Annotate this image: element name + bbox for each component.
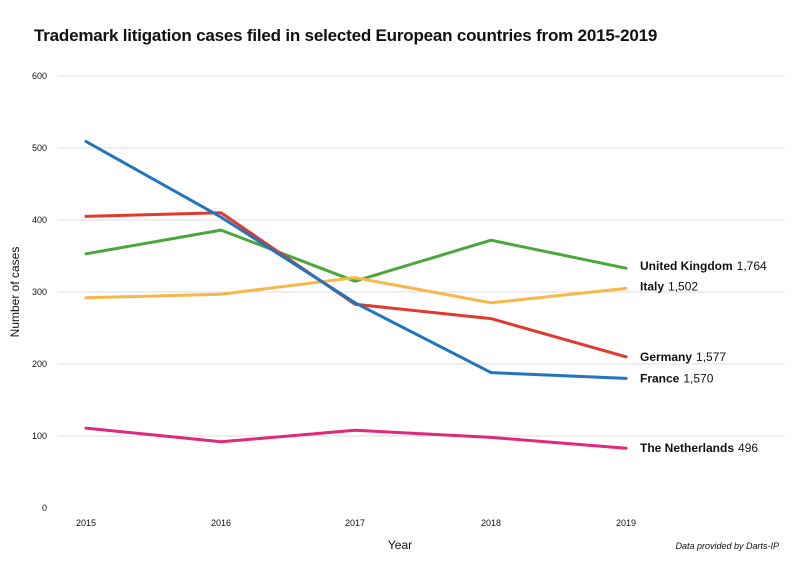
series-total: 1,502 <box>668 279 698 293</box>
y-tick-label: 100 <box>32 431 47 441</box>
y-tick-label: 300 <box>32 287 47 297</box>
series-end-labels: United Kingdom 1,764 Italy 1,502 Germany 1,57… <box>640 259 767 455</box>
y-tick-label: 600 <box>32 71 47 81</box>
y-tick-label: 500 <box>32 143 47 153</box>
y-axis-ticks: 0 100 200 300 400 500 600 <box>32 71 47 513</box>
point-the-netherlands-2015 <box>84 426 88 430</box>
series-name: Italy <box>640 279 664 293</box>
series-total: 1,577 <box>696 350 726 364</box>
series-line-the-netherlands <box>84 426 628 450</box>
point-united-kingdom-2018 <box>489 239 493 242</box>
x-tick-label: 2018 <box>481 518 501 528</box>
point-united-kingdom-2019 <box>624 267 628 270</box>
point-italy-2015 <box>84 296 88 299</box>
point-italy-2019 <box>624 287 628 290</box>
series-name: The Netherlands <box>640 441 734 455</box>
y-axis-label: Number of cases <box>8 247 22 338</box>
x-tick-label: 2015 <box>76 518 96 528</box>
end-label-france: France 1,570 <box>640 371 714 385</box>
series-name: Germany <box>640 350 692 364</box>
point-germany-2016 <box>219 211 223 214</box>
point-italy-2018 <box>489 301 493 304</box>
point-united-kingdom-2017 <box>353 280 357 283</box>
point-united-kingdom-2015 <box>84 252 88 255</box>
point-france-2016 <box>219 215 223 219</box>
point-germany-2015 <box>84 215 88 218</box>
series-total: 1,570 <box>683 371 713 385</box>
end-label-united-kingdom: United Kingdom 1,764 <box>640 259 767 273</box>
point-italy-2016 <box>219 293 223 296</box>
series-total: 1,764 <box>737 259 767 273</box>
series-total: 496 <box>738 441 758 455</box>
point-france-2018 <box>489 371 493 374</box>
chart-title: Trademark litigation cases filed in sele… <box>34 26 658 45</box>
y-tick-label: 200 <box>32 359 47 369</box>
end-label-the-netherlands: The Netherlands 496 <box>640 441 758 455</box>
point-united-kingdom-2016 <box>219 228 223 232</box>
end-label-germany: Germany 1,577 <box>640 350 726 364</box>
end-label-italy: Italy 1,502 <box>640 279 698 293</box>
x-tick-label: 2017 <box>345 518 365 528</box>
point-france-2017 <box>353 301 357 304</box>
point-france-2015 <box>84 140 88 143</box>
x-tick-label: 2019 <box>616 518 636 528</box>
series-name: France <box>640 371 680 385</box>
point-germany-2018 <box>489 317 493 320</box>
y-tick-label: 400 <box>32 215 47 225</box>
point-italy-2017 <box>353 276 357 279</box>
point-the-netherlands-2019 <box>624 447 628 450</box>
x-axis-ticks: 2015 2016 2017 2018 2019 <box>76 518 636 528</box>
series-line-france <box>84 140 628 380</box>
series-line-united-kingdom <box>84 228 628 283</box>
point-the-netherlands-2016 <box>219 440 223 443</box>
point-germany-2019 <box>624 355 628 358</box>
point-france-2019 <box>624 377 628 380</box>
series-line-germany <box>84 211 628 359</box>
x-tick-label: 2016 <box>211 518 231 528</box>
source-credit: Data provided by Darts-IP <box>675 541 779 551</box>
point-the-netherlands-2017 <box>353 429 357 432</box>
point-the-netherlands-2018 <box>489 436 493 439</box>
y-tick-label: 0 <box>42 503 47 513</box>
gridlines <box>57 75 785 437</box>
series-lines <box>84 140 628 450</box>
x-axis-label: Year <box>388 538 412 552</box>
series-name: United Kingdom <box>640 259 733 273</box>
